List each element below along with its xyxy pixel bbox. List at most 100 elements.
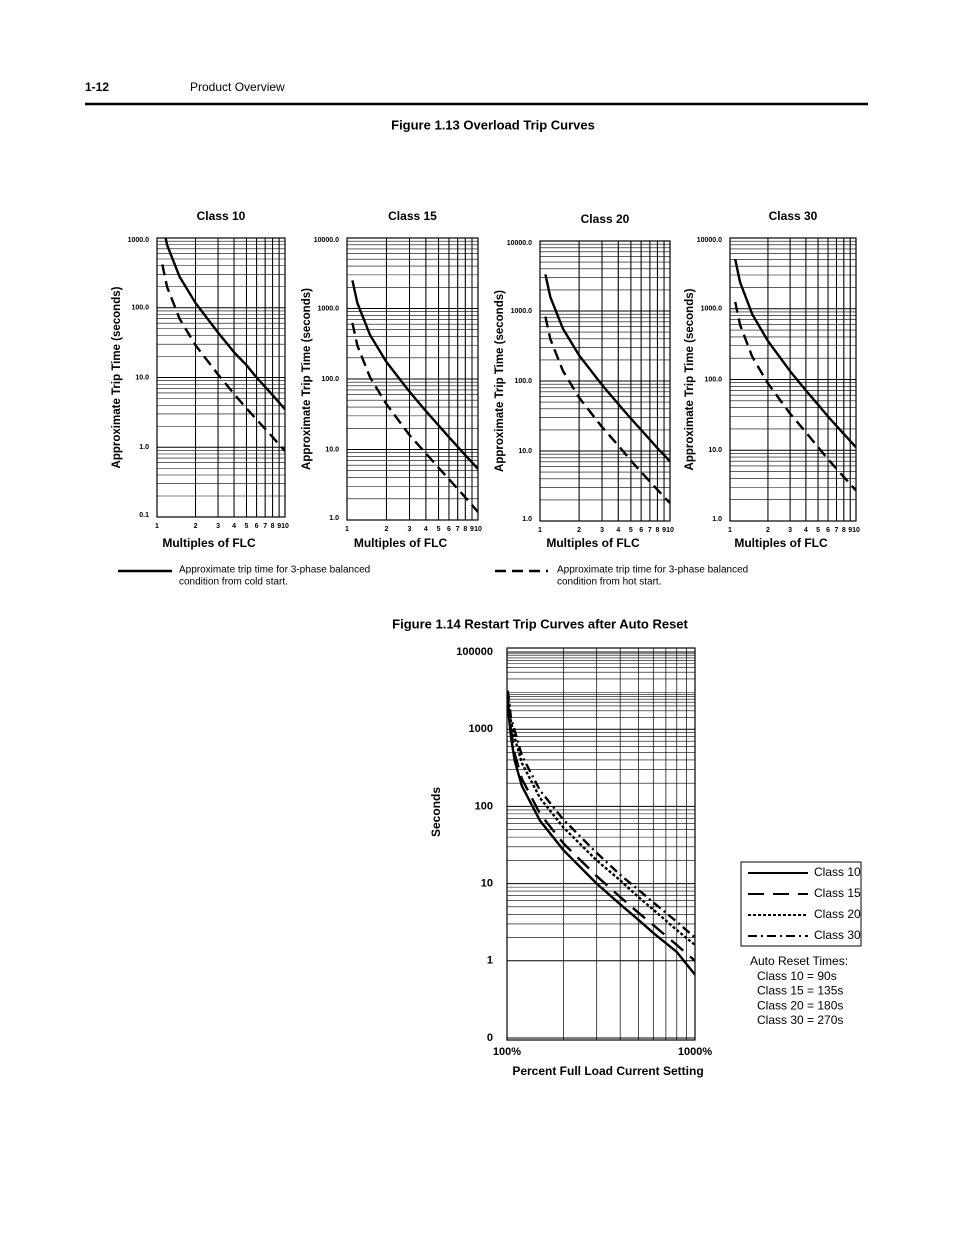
x-tick-label: 3 [408, 526, 412, 533]
y-tick-label: 100 [475, 800, 493, 812]
y-tick-label: 1000 [469, 723, 493, 735]
x-tick-label: 10 [474, 526, 482, 533]
chart-title: Class 10 [197, 209, 246, 223]
x-tick-label: 7 [263, 523, 267, 530]
y-tick-label: 1000.0 [318, 305, 340, 312]
y-tick-label: 100.0 [321, 376, 339, 383]
curve [351, 322, 478, 513]
x-tick-label: 8 [463, 526, 467, 533]
x-tick-label: 4 [804, 527, 808, 534]
y-tick-label: 100.0 [131, 305, 149, 312]
legend-label: Approximate trip time for 3-phase balanc… [179, 565, 370, 576]
x-axis-label: Multiples of FLC [734, 536, 828, 550]
curve [544, 274, 670, 463]
curve [507, 690, 695, 939]
x-tick-label: 8 [655, 527, 659, 534]
x-axis-label: Multiples of FLC [162, 536, 256, 550]
curve [544, 316, 670, 504]
y-tick-label: 1.0 [712, 516, 722, 523]
chart-title: Class 30 [769, 209, 818, 223]
x-tick-label: 10 [666, 527, 674, 534]
plot-frame [156, 237, 286, 518]
y-tick-label: 10000.0 [507, 240, 532, 247]
x-tick-label: 6 [639, 527, 643, 534]
x-tick-label: 7 [835, 527, 839, 534]
plot-frame [346, 237, 479, 521]
x-tick-label: 4 [232, 523, 236, 530]
y-axis-label: Seconds [429, 787, 443, 837]
x-tick-label: 3 [788, 527, 792, 534]
x-tick-label: 5 [245, 523, 249, 530]
plot-frame [506, 647, 696, 1041]
plot-frame [539, 240, 671, 522]
y-tick-label: 1.0 [329, 515, 339, 522]
x-tick-label: 9 [277, 523, 281, 530]
x-tick-label: 6 [255, 523, 259, 530]
x-tick-label: 9 [662, 527, 666, 534]
x-tick-label: 4 [616, 527, 620, 534]
y-tick-label: 100.0 [704, 376, 722, 383]
curve [734, 259, 856, 449]
y-tick-label: 1000.0 [511, 308, 533, 315]
section-title: Product Overview [190, 80, 285, 94]
x-tick-label: 1 [538, 527, 542, 534]
x-tick-label: 1 [155, 523, 159, 530]
figure-title: Figure 1.13 Overload Trip Curves [391, 117, 595, 132]
y-axis-label: Approximate Trip Time (seconds) [494, 290, 506, 472]
curve [507, 705, 695, 976]
legend-box [740, 861, 862, 947]
legend-label: Class 30 [814, 928, 861, 942]
x-axis-label: Multiples of FLC [546, 536, 640, 550]
x-axis-label: Multiples of FLC [354, 536, 448, 550]
curve [161, 264, 285, 452]
y-axis-label: Approximate Trip Time (seconds) [111, 286, 123, 468]
figure-title: Figure 1.14 Restart Trip Curves after Au… [392, 616, 688, 631]
y-tick-label: 1.0 [139, 444, 149, 451]
x-tick-label: 2 [577, 527, 581, 534]
chart-title: Class 20 [581, 212, 630, 226]
x-tick-label: 9 [470, 526, 474, 533]
y-tick-label: 0 [487, 1032, 493, 1044]
x-tick-label: 7 [648, 527, 652, 534]
curve [507, 702, 695, 962]
note: Auto Reset Times: [750, 954, 848, 968]
x-tick-label: 9 [848, 527, 852, 534]
note: Class 30 = 270s [757, 1013, 843, 1027]
y-axis-label: Approximate Trip Time (seconds) [301, 288, 313, 470]
x-tick-label: 4 [424, 526, 428, 533]
note: Class 20 = 180s [757, 998, 843, 1012]
y-tick-label: 1000.0 [701, 306, 723, 313]
x-tick-label: 5 [629, 527, 633, 534]
x-tick-label: 2 [384, 526, 388, 533]
x-tick-label: 1 [345, 526, 349, 533]
x-tick-label: 5 [816, 527, 820, 534]
x-tick-label: 8 [271, 523, 275, 530]
x-tick-label: 6 [826, 527, 830, 534]
y-axis-label: Approximate Trip Time (seconds) [684, 288, 696, 470]
x-tick-label: 1000% [678, 1046, 712, 1058]
y-tick-label: 100000 [456, 646, 493, 658]
x-axis-label: Percent Full Load Current Setting [512, 1064, 703, 1078]
curve [734, 301, 856, 492]
note: Class 15 = 135s [757, 984, 843, 998]
x-tick-label: 10 [281, 523, 289, 530]
y-tick-label: 10 [481, 878, 493, 890]
y-tick-label: 1000.0 [128, 237, 150, 244]
x-tick-label: 8 [842, 527, 846, 534]
y-tick-label: 1.0 [522, 516, 532, 523]
y-tick-label: 1 [487, 955, 493, 967]
note: Class 10 = 90s [757, 969, 837, 983]
y-tick-label: 10.0 [708, 447, 722, 454]
x-tick-label: 5 [437, 526, 441, 533]
y-tick-label: 10.0 [325, 446, 339, 453]
y-tick-label: 10.0 [518, 448, 532, 455]
y-tick-label: 10000.0 [697, 237, 722, 244]
legend-label: condition from hot start. [557, 577, 662, 588]
x-tick-label: 100% [493, 1046, 521, 1058]
x-tick-label: 1 [728, 527, 732, 534]
page-number: 1-12 [85, 80, 109, 94]
x-tick-label: 7 [456, 526, 460, 533]
